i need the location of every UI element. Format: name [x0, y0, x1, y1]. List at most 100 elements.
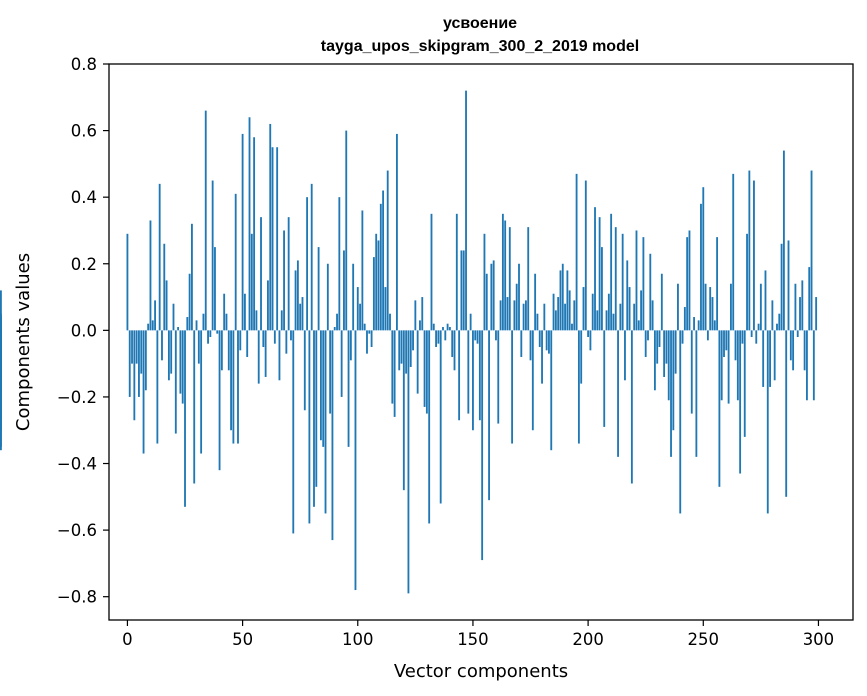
y-tick-label: −0.4 — [57, 455, 97, 474]
bar-281 — [773, 330, 776, 381]
bar-83 — [317, 247, 320, 331]
bar-49 — [239, 330, 242, 351]
bar-162 — [499, 300, 502, 331]
bar-21 — [174, 330, 177, 434]
bar-108 — [375, 233, 378, 331]
bar-82 — [315, 330, 318, 487]
bar-45 — [230, 330, 232, 431]
bar-153 — [478, 330, 481, 421]
bar-292 — [799, 297, 801, 331]
bar-192 — [568, 290, 571, 331]
bar-118 — [398, 330, 401, 371]
bar-280 — [771, 300, 774, 331]
bar-218 — [628, 287, 631, 331]
bar-236 — [670, 330, 672, 457]
bar-186 — [554, 310, 557, 331]
bar-221 — [635, 230, 638, 331]
bar-231 — [658, 330, 661, 347]
bar-241 — [681, 330, 684, 344]
bar-undefined — [0, 313, 2, 331]
bar-34 — [204, 110, 207, 331]
bar-29 — [193, 330, 196, 484]
x-axis-label: Vector components — [394, 661, 568, 682]
bar-15 — [161, 330, 163, 361]
bar-263 — [732, 173, 735, 331]
bar-36 — [209, 330, 212, 338]
bar-182 — [545, 330, 548, 351]
bar-157 — [488, 330, 490, 501]
bar-282 — [776, 323, 778, 331]
bar-88 — [329, 330, 332, 414]
bar-28 — [191, 223, 193, 331]
bar-5 — [138, 330, 140, 397]
bar-190 — [564, 303, 566, 331]
bar-9 — [147, 323, 150, 331]
bar-287 — [787, 240, 790, 331]
bar-115 — [391, 330, 394, 404]
bar-202 — [591, 293, 594, 331]
chart-title: усвоение — [443, 15, 517, 32]
bar-64 — [273, 330, 276, 344]
bar-250 — [702, 187, 705, 331]
bar-224 — [642, 237, 645, 331]
bar-177 — [534, 273, 537, 331]
y-tick-label: 0.4 — [71, 188, 97, 207]
bar-148 — [467, 330, 470, 414]
bar-98 — [352, 263, 355, 331]
bar-103 — [363, 323, 366, 331]
bar-260 — [725, 330, 728, 351]
bar-134 — [435, 330, 437, 347]
bar-146 — [462, 250, 465, 331]
bar-258 — [720, 330, 723, 401]
bar-271 — [750, 330, 753, 338]
bar-247 — [695, 330, 698, 457]
bar-194 — [573, 300, 576, 331]
bar-173 — [525, 300, 527, 331]
bar-155 — [483, 233, 486, 331]
bar-229 — [653, 330, 656, 391]
bar-116 — [393, 330, 396, 417]
bar-196 — [577, 330, 580, 444]
bar-278 — [766, 330, 769, 514]
bar-226 — [647, 330, 649, 341]
bar-93 — [340, 330, 343, 397]
bar-17 — [165, 280, 168, 331]
bar-151 — [474, 330, 477, 341]
bar-119 — [400, 330, 403, 364]
bar-262 — [730, 283, 732, 331]
bar-13 — [156, 330, 159, 444]
bar-214 — [619, 303, 622, 331]
bar-179 — [538, 330, 541, 347]
y-tick-label: −0.8 — [57, 588, 97, 607]
bar-85 — [322, 330, 325, 447]
bar-58 — [260, 217, 262, 331]
bar-101 — [359, 303, 361, 331]
bar-158 — [490, 263, 493, 331]
bar-154 — [481, 330, 484, 561]
bar-130 — [425, 330, 428, 414]
bar-275 — [759, 283, 762, 331]
bar-299 — [815, 297, 818, 331]
bar-283 — [778, 313, 781, 331]
bar-11 — [151, 320, 154, 331]
bar-198 — [582, 287, 585, 331]
bar-240 — [679, 330, 682, 514]
bar-259 — [723, 330, 725, 357]
y-tick-label: −0.2 — [57, 388, 97, 407]
bar-234 — [665, 330, 668, 364]
bars-group — [0, 90, 818, 594]
bar-113 — [386, 170, 389, 331]
bar-97 — [349, 330, 352, 361]
bar-184 — [550, 330, 553, 451]
bar-256 — [716, 237, 719, 331]
bar-200 — [587, 330, 590, 338]
bar-164 — [504, 220, 507, 331]
bar-48 — [237, 330, 239, 444]
bar-70 — [287, 217, 290, 331]
bar-285 — [782, 150, 785, 331]
bar-178 — [536, 313, 539, 331]
bar-209 — [607, 293, 610, 331]
bar-32 — [200, 330, 203, 454]
bar-180 — [541, 330, 543, 384]
bar-249 — [700, 203, 702, 331]
